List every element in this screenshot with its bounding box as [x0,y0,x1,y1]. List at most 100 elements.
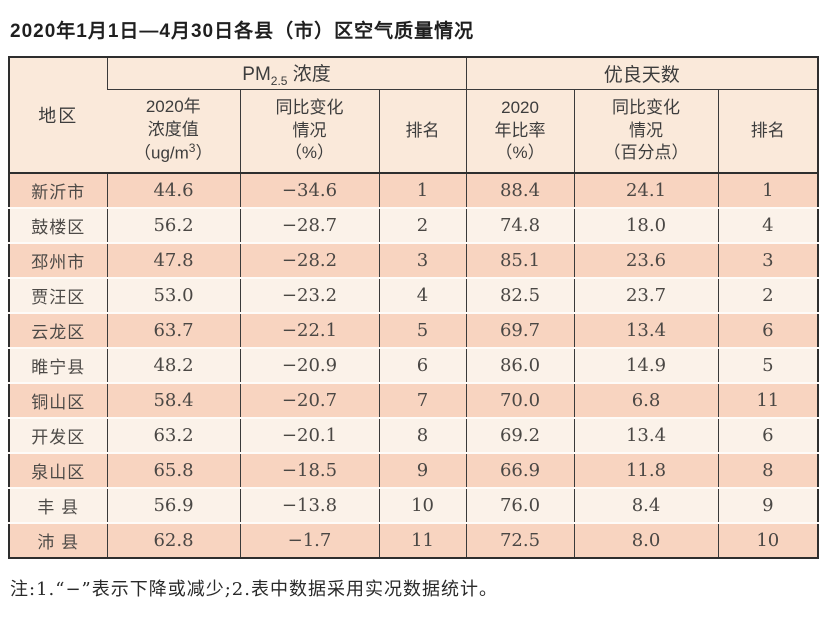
header-ratio-change-line2: 情况 [629,120,664,140]
ratio-value-cell: 85.1 [465,242,575,278]
unit-prefix: （ug/m [134,143,189,163]
region-cell: 铜山区 [9,382,107,418]
table-row: 鼓楼区 56.2 −28.7 2 74.8 18.0 4 [9,207,819,243]
table-row: 泉山区 65.8 −18.5 9 66.9 11.8 8 [9,452,819,488]
ratio-change-cell: 6.8 [573,382,719,418]
header-pm25-value-unit: （ug/m3） [107,141,240,165]
pm25-change-cell: −13.8 [239,487,379,523]
ratio-change-cell: 18.0 [573,207,719,243]
ratio-change-cell: 8.0 [573,522,719,558]
pm25-rank-cell: 3 [378,242,467,278]
header-pm25-value-line2: 浓度值 [147,119,199,139]
pm25-value-cell: 44.6 [106,173,240,208]
ratio-value-cell: 70.0 [465,382,575,418]
ratio-value-cell: 74.8 [465,207,575,243]
header-ratio-value-line3: （%） [495,142,545,162]
pm25-value-cell: 48.2 [106,347,240,383]
pm25-label-suffix: 浓度 [287,63,331,85]
pm25-value-cell: 56.9 [106,487,240,523]
header-ratio-rank: 排名 [717,89,819,174]
region-cell: 云龙区 [9,312,107,348]
pm25-rank-cell: 1 [378,173,467,208]
table-row: 沛 县 62.8 −1.7 11 72.5 8.0 10 [9,522,819,558]
ratio-value-cell: 82.5 [465,277,575,313]
header-ratio-change-line3: （百分点） [603,142,689,162]
header-ratio-value-line2: 年比率 [494,120,546,140]
pm25-value-cell: 63.7 [106,312,240,348]
pm25-change-cell: −28.2 [239,242,379,278]
table-row: 铜山区 58.4 −20.7 7 70.0 6.8 11 [9,382,819,418]
pm25-label-subscript: 2.5 [270,73,288,88]
region-cell: 新沂市 [9,173,107,208]
table-body: 新沂市 44.6 −34.6 1 88.4 24.1 1 鼓楼区 56.2 −2… [9,173,819,558]
pm25-change-cell: −20.9 [239,347,379,383]
pm25-value-cell: 53.0 [106,277,240,313]
table-row: 新沂市 44.6 −34.6 1 88.4 24.1 1 [9,173,819,208]
pm25-rank-cell: 2 [378,207,467,243]
ratio-change-cell: 23.7 [573,277,719,313]
region-cell: 睢宁县 [9,347,107,383]
ratio-rank-cell: 8 [717,452,819,488]
header-pm25-change-line3: （%） [284,142,335,162]
pm25-value-cell: 62.8 [106,522,240,558]
table-row: 丰 县 56.9 −13.8 10 76.0 8.4 9 [9,487,819,523]
header-pm25-value: 2020年 浓度值 （ug/m3） [107,89,240,174]
region-cell: 邳州市 [9,242,107,278]
pm25-rank-cell: 5 [378,312,467,348]
ratio-value-cell: 66.9 [465,452,575,488]
header-group-pm25: PM2.5 浓度 [106,57,467,90]
ratio-value-cell: 76.0 [465,487,575,523]
ratio-rank-cell: 6 [717,417,819,453]
ratio-change-cell: 24.1 [573,173,719,208]
pm25-value-cell: 63.2 [106,417,240,453]
header-ratio-value: 2020 年比率 （%） [465,89,575,174]
page-title: 2020年1月1日—4月30日各县（市）区空气质量情况 [10,21,475,42]
ratio-rank-cell: 3 [717,242,819,278]
table-row: 邳州市 47.8 −28.2 3 85.1 23.6 3 [9,242,819,278]
pm25-change-cell: −34.6 [239,173,379,208]
unit-suffix: ） [195,143,213,163]
header-ratio-change-line1: 同比变化 [612,98,681,118]
region-cell: 鼓楼区 [9,207,107,243]
pm25-rank-cell: 4 [378,277,467,313]
ratio-change-cell: 14.9 [573,347,719,383]
table-row: 云龙区 63.7 −22.1 5 69.7 13.4 6 [9,312,819,348]
header-ratio-value-line1: 2020 [501,98,539,118]
footnote: 注:1.“−”表示下降或减少;2.表中数据采用实况数据统计。 [10,579,498,600]
ratio-rank-cell: 5 [717,347,819,383]
ratio-change-cell: 11.8 [573,452,719,488]
header-region: 地区 [9,57,107,174]
pm25-change-cell: −22.1 [239,312,379,348]
header-pm25-change: 同比变化 情况 （%） [239,89,379,174]
ratio-change-cell: 23.6 [573,242,719,278]
unit-superscript: 3 [188,141,196,156]
pm25-rank-cell: 7 [378,382,467,418]
ratio-value-cell: 72.5 [465,522,575,558]
pm25-change-cell: −18.5 [239,452,379,488]
pm25-rank-cell: 8 [378,417,467,453]
ratio-rank-cell: 2 [717,277,819,313]
ratio-rank-cell: 11 [717,382,819,418]
pm25-value-cell: 58.4 [106,382,240,418]
table-row: 睢宁县 48.2 −20.9 6 86.0 14.9 5 [9,347,819,383]
ratio-rank-cell: 10 [717,522,819,558]
header-pm25-change-line1: 同比变化 [275,98,344,118]
pm25-value-cell: 47.8 [106,242,240,278]
pm25-value-cell: 65.8 [106,452,240,488]
pm25-change-cell: −23.2 [239,277,379,313]
ratio-change-cell: 13.4 [573,312,719,348]
table-header: 地区 PM2.5 浓度 优良天数 2020年 浓度值 （ug/m3） 同比变化 … [9,57,819,174]
ratio-rank-cell: 9 [717,487,819,523]
ratio-value-cell: 88.4 [465,173,575,208]
pm25-rank-cell: 10 [378,487,467,523]
header-pm25-value-line1: 2020年 [145,97,201,117]
air-quality-table: 地区 PM2.5 浓度 优良天数 2020年 浓度值 （ug/m3） 同比变化 … [8,56,820,559]
ratio-rank-cell: 6 [717,312,819,348]
pm25-change-cell: −1.7 [239,522,379,558]
pm25-rank-cell: 9 [378,452,467,488]
ratio-rank-cell: 4 [717,207,819,243]
region-cell: 开发区 [9,417,107,453]
pm25-rank-cell: 11 [378,522,467,558]
pm25-change-cell: −28.7 [239,207,379,243]
